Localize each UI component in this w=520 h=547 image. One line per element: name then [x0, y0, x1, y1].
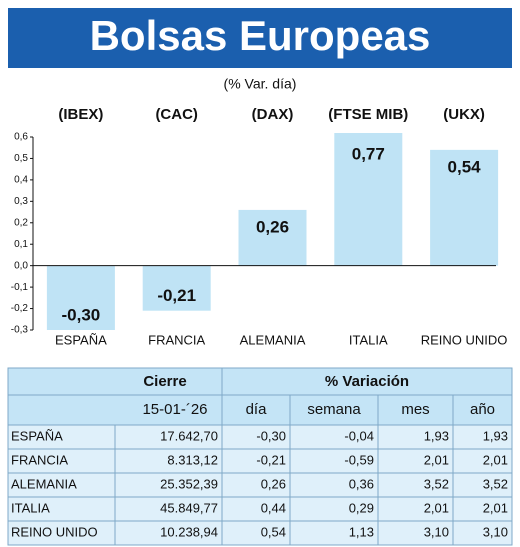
table-border — [7, 367, 513, 546]
data-label: -0,30 — [62, 305, 101, 324]
table-cell: 3,52 — [424, 476, 449, 491]
table-header: Cierre — [143, 373, 186, 390]
index-label: (UKX) — [443, 106, 485, 123]
index-label: (DAX) — [252, 106, 294, 123]
table-cell: 3,52 — [483, 476, 508, 491]
bar — [46, 265, 115, 330]
table-cell: -0,04 — [344, 428, 374, 443]
x-tick-label: FRANCIA — [148, 332, 205, 347]
x-tick-label: REINO UNIDO — [421, 332, 508, 347]
y-tick-label: 0,1 — [14, 239, 28, 250]
table-subheader: año — [470, 401, 495, 418]
index-label: (CAC) — [155, 106, 198, 123]
table-cell: 2,01 — [424, 500, 449, 515]
table-cell: -0,21 — [256, 452, 286, 467]
table-cell: 0,29 — [349, 500, 374, 515]
table-cell: 3,10 — [483, 524, 508, 539]
table-cell: 1,13 — [349, 524, 374, 539]
table-cell: -0,30 — [256, 428, 286, 443]
x-tick-label: ALEMANIA — [240, 332, 306, 347]
table-subheader: semana — [307, 401, 361, 418]
y-tick-label: 0,6 — [14, 132, 28, 143]
table-cell: 1,93 — [424, 428, 449, 443]
table-cell: 17.642,70 — [160, 428, 218, 443]
y-tick-label: 0,5 — [14, 153, 28, 164]
chart-title: Bolsas Europeas — [90, 12, 431, 59]
data-label: -0,21 — [157, 286, 196, 305]
y-tick-label: 0,2 — [14, 217, 28, 228]
table-cell: FRANCIA — [11, 452, 68, 467]
table-header-bg — [8, 368, 512, 425]
table-cell: ALEMANIA — [11, 476, 77, 491]
index-label: (FTSE MIB) — [328, 106, 408, 123]
bar — [142, 265, 211, 311]
y-tick-label: -0,3 — [11, 325, 29, 336]
x-tick-label: ESPAÑA — [55, 332, 107, 347]
index-label: (IBEX) — [58, 106, 103, 123]
table-cell: 0,44 — [261, 500, 286, 515]
table-cell: -0,59 — [344, 452, 374, 467]
chart-subtitle: (% Var. día) — [224, 76, 297, 92]
table-cell: ESPAÑA — [11, 428, 63, 443]
data-label: 0,26 — [256, 217, 289, 236]
table-cell: REINO UNIDO — [11, 524, 98, 539]
bar — [334, 133, 403, 266]
table-cell: 0,54 — [261, 524, 286, 539]
plot-area — [46, 133, 499, 330]
table-subheader: día — [246, 401, 268, 418]
y-tick-label: 0,3 — [14, 196, 28, 207]
table-cell: 1,93 — [483, 428, 508, 443]
table-cell: 0,26 — [261, 476, 286, 491]
table-cell: ITALIA — [11, 500, 50, 515]
title-banner — [8, 8, 512, 68]
data-label: 0,54 — [448, 157, 482, 176]
table-subheader: mes — [401, 401, 429, 418]
bar — [238, 209, 307, 266]
data-label: 0,77 — [352, 144, 385, 163]
x-tick-label: ITALIA — [349, 332, 388, 347]
table-cell: 0,36 — [349, 476, 374, 491]
table-body-bg — [8, 425, 512, 545]
y-tick-label: -0,2 — [11, 303, 29, 314]
table-cell: 10.238,94 — [160, 524, 218, 539]
y-tick-label: 0,4 — [14, 175, 28, 186]
table-cell: 8.313,12 — [167, 452, 218, 467]
table-cell: 2,01 — [483, 500, 508, 515]
y-tick-label: -0,1 — [11, 282, 29, 293]
table-cell: 2,01 — [424, 452, 449, 467]
table-subheader: 15-01-´26 — [142, 401, 207, 418]
table-cell: 3,10 — [424, 524, 449, 539]
y-tick-label: 0,0 — [14, 260, 28, 271]
table-cell: 25.352,39 — [160, 476, 218, 491]
table-header: % Variación — [325, 373, 409, 390]
bar — [430, 149, 499, 266]
table-cell: 45.849,77 — [160, 500, 218, 515]
table-cell: 2,01 — [483, 452, 508, 467]
